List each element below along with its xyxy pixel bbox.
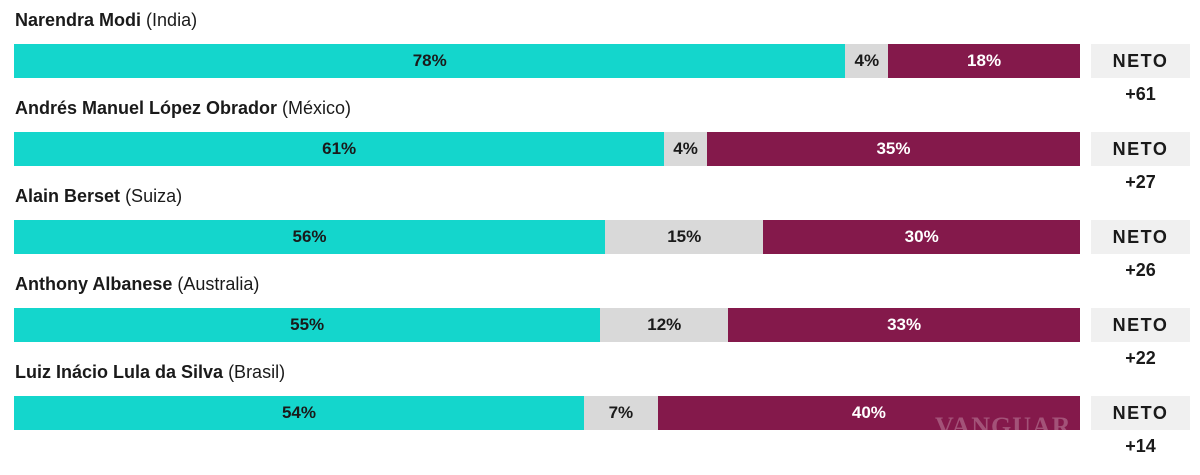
stacked-bar: 54% 7% 40% [14, 396, 1080, 430]
leader-country: (Brasil) [228, 362, 286, 382]
leader-label: Luiz Inácio Lula da Silva (Brasil) [15, 362, 285, 383]
neutral-segment: 4% [845, 44, 889, 78]
disapprove-segment: 30% [763, 220, 1080, 254]
approve-segment: 61% [14, 132, 665, 166]
leader-name: Anthony Albanese [15, 274, 173, 294]
chart-row: Narendra Modi (India) 78% 4% 18% NETO +61 [0, 0, 1200, 104]
chart-row: Anthony Albanese (Australia) 55% 12% 33% NET… [0, 264, 1200, 368]
leader-name: Andrés Manuel López Obrador [15, 98, 278, 118]
neto-label: NETO [1091, 132, 1190, 166]
chart-row: Andrés Manuel López Obrador (México) 61% 4… [0, 88, 1200, 192]
leader-label: Andrés Manuel López Obrador (México) [15, 98, 351, 119]
leader-name: Alain Berset [15, 186, 121, 206]
neto-label: NETO [1091, 396, 1190, 430]
disapprove-segment: 33% [728, 308, 1080, 342]
disapprove-segment: 35% [706, 132, 1080, 166]
leader-name: Luiz Inácio Lula da Silva [15, 362, 224, 382]
neutral-segment: 7% [583, 396, 658, 430]
neto-label: NETO [1091, 44, 1190, 78]
neutral-segment: 15% [605, 220, 764, 254]
approve-segment: 56% [14, 220, 606, 254]
neutral-segment: 4% [664, 132, 707, 166]
leader-label: Narendra Modi (India) [15, 10, 197, 31]
chart-row: Luiz Inácio Lula da Silva (Brasil) 54% 7% 4… [0, 352, 1200, 456]
leader-country: (India) [146, 10, 198, 30]
approve-segment: 54% [14, 396, 584, 430]
disapprove-segment: 18% [888, 44, 1080, 78]
neutral-segment: 12% [600, 308, 729, 342]
leader-country: (Australia) [177, 274, 260, 294]
net-value: +26 [1125, 260, 1156, 280]
net-value: +61 [1125, 84, 1156, 104]
net-value: +14 [1125, 436, 1156, 456]
stacked-bar: 56% 15% 30% [14, 220, 1080, 254]
stacked-bar: 78% 4% 18% [14, 44, 1080, 78]
leader-name: Narendra Modi [15, 10, 142, 30]
disapprove-segment: 40% [657, 396, 1080, 430]
stacked-bar: 55% 12% 33% [14, 308, 1080, 342]
leader-country: (Suiza) [125, 186, 183, 206]
net-value: +27 [1125, 172, 1156, 192]
approve-segment: 55% [14, 308, 601, 342]
leader-label: Anthony Albanese (Australia) [15, 274, 259, 295]
neto-label: NETO [1091, 308, 1190, 342]
net-value: +22 [1125, 348, 1156, 368]
approve-segment: 78% [14, 44, 846, 78]
leader-label: Alain Berset (Suiza) [15, 186, 182, 207]
neto-label: NETO [1091, 220, 1190, 254]
leader-country: (México) [282, 98, 352, 118]
stacked-bar: 61% 4% 35% [14, 132, 1080, 166]
chart-row: Alain Berset (Suiza) 56% 15% 30% NETO +26 [0, 176, 1200, 280]
